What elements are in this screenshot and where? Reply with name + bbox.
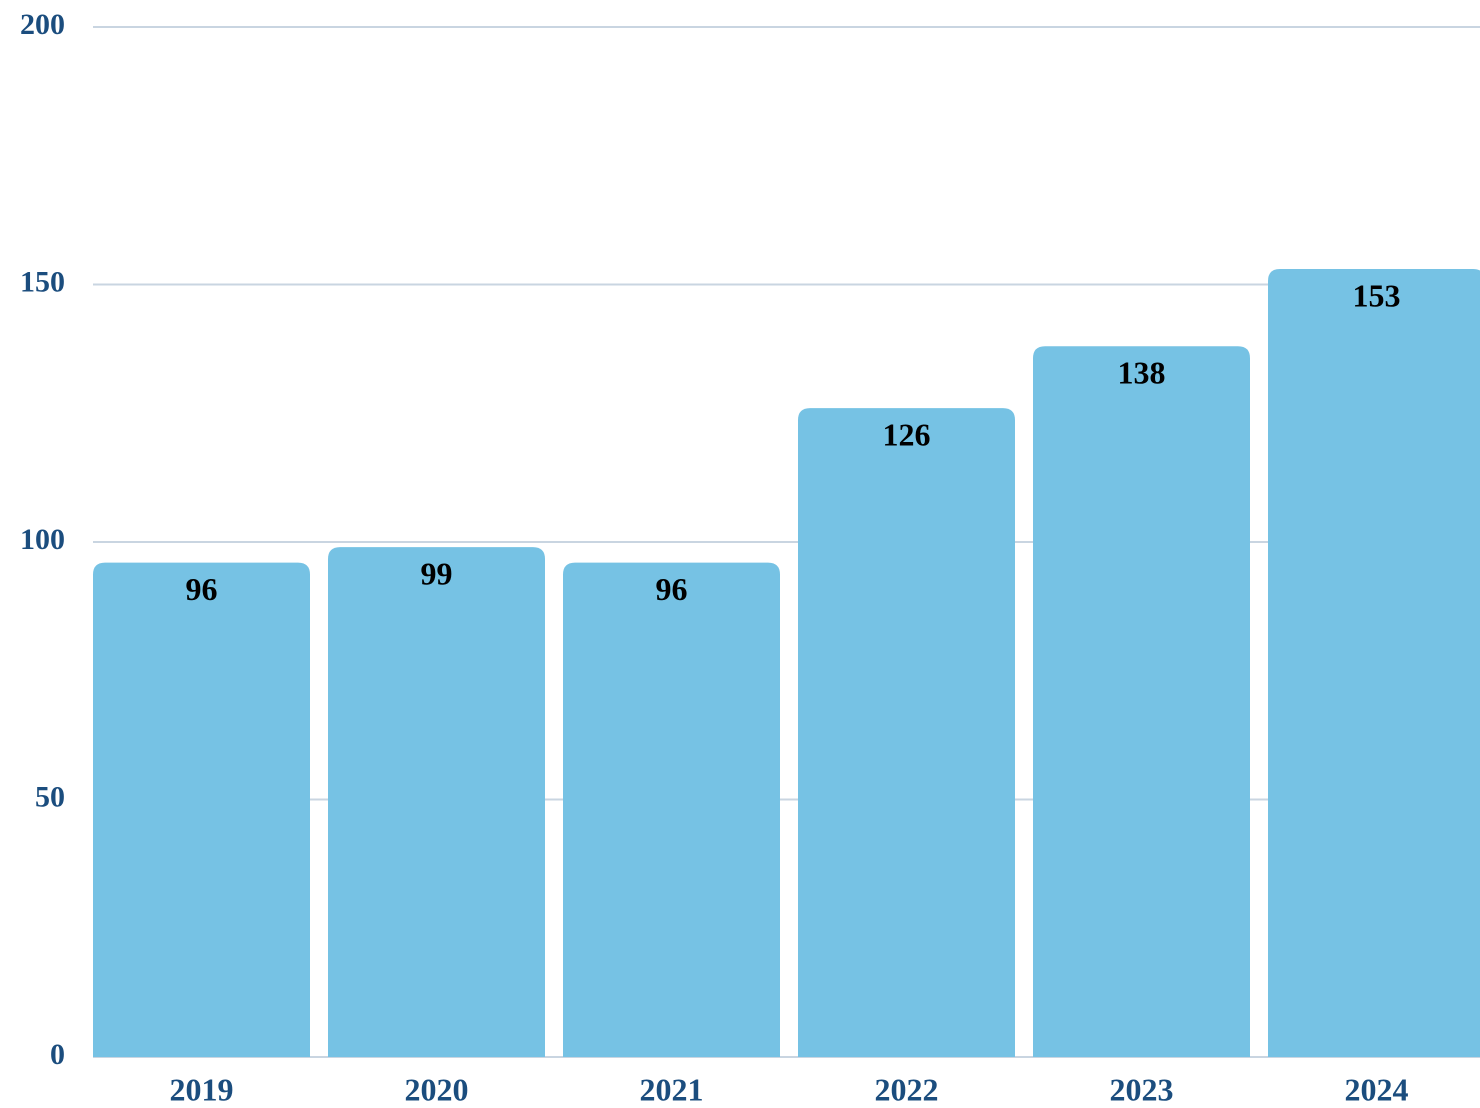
grid: 0 50 100 150 200 (20, 8, 1480, 1071)
y-tick-label: 0 (50, 1038, 65, 1071)
x-tick-label: 2023 (1110, 1071, 1174, 1107)
y-tick-label: 50 (35, 780, 65, 813)
bar (1268, 269, 1480, 1057)
x-tick-label: 2019 (170, 1071, 234, 1107)
x-tick-label: 2020 (405, 1071, 469, 1107)
value-label: 126 (883, 416, 931, 452)
x-tick-label: 2021 (640, 1071, 704, 1107)
value-label: 138 (1118, 355, 1166, 391)
value-label: 96 (186, 571, 218, 607)
bar (328, 547, 545, 1057)
bar (1033, 346, 1250, 1057)
y-tick-label: 200 (20, 8, 65, 41)
value-label: 96 (656, 571, 688, 607)
bars: 2019 96 2020 99 2021 96 2022 126 2023 138 2024 153 (93, 269, 1480, 1107)
bar (798, 408, 1015, 1058)
bar (93, 562, 310, 1057)
value-label: 153 (1353, 277, 1401, 313)
y-tick-label: 150 (20, 265, 65, 298)
x-tick-label: 2022 (875, 1071, 939, 1107)
bar (563, 562, 780, 1057)
x-tick-label: 2024 (1345, 1071, 1409, 1107)
value-label: 99 (421, 555, 453, 591)
y-tick-label: 100 (20, 523, 65, 556)
